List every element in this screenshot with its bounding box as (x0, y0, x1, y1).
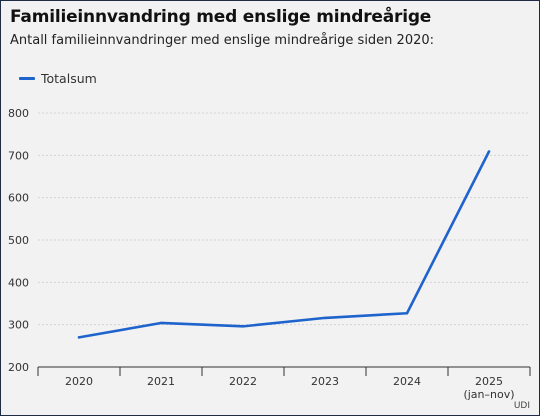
x-tick-label-2020: 2020 (65, 375, 93, 388)
data-point-2022 (241, 325, 245, 328)
data-point-2025 (487, 150, 491, 153)
y-tick-label-400: 400 (8, 276, 29, 289)
x-tick-label-2023: 2023 (311, 375, 339, 388)
y-tick-label-300: 300 (8, 319, 29, 332)
y-tick-label-200: 200 (8, 361, 29, 374)
legend: Totalsum (19, 71, 97, 86)
data-point-2020 (77, 336, 81, 339)
x-tick-label-2022: 2022 (229, 375, 257, 388)
x-tick-label-2021: 2021 (147, 375, 175, 388)
y-tick-label-800: 800 (8, 107, 29, 120)
x-tick-sublabel-2025: (jan–nov) (463, 388, 514, 401)
y-tick-label-700: 700 (8, 149, 29, 162)
data-point-2024 (405, 312, 409, 315)
chart-subtitle: Antall familieinnvandringer med enslige … (10, 33, 435, 48)
legend-swatch-totalsum (19, 77, 35, 80)
x-tick-label-2025: 2025 (475, 375, 503, 388)
chart-title: Familieinnvandring med enslige mindreåri… (10, 7, 432, 27)
series-layer (77, 150, 491, 339)
series-line-totalsum (77, 150, 491, 339)
y-tick-label-600: 600 (8, 192, 29, 205)
data-point-2023 (323, 316, 327, 320)
x-tick-label-2024: 2024 (393, 375, 421, 388)
y-tick-label-500: 500 (8, 234, 29, 247)
axis-layer (37, 366, 531, 376)
source-label: UDI (513, 401, 530, 411)
data-point-2021 (159, 321, 163, 325)
legend-label-totalsum: Totalsum (41, 71, 97, 86)
grid-layer (38, 112, 530, 326)
label-layer: 200 300 400 500 600 700 800 2020 2021 2022 2023 202… (8, 107, 515, 401)
